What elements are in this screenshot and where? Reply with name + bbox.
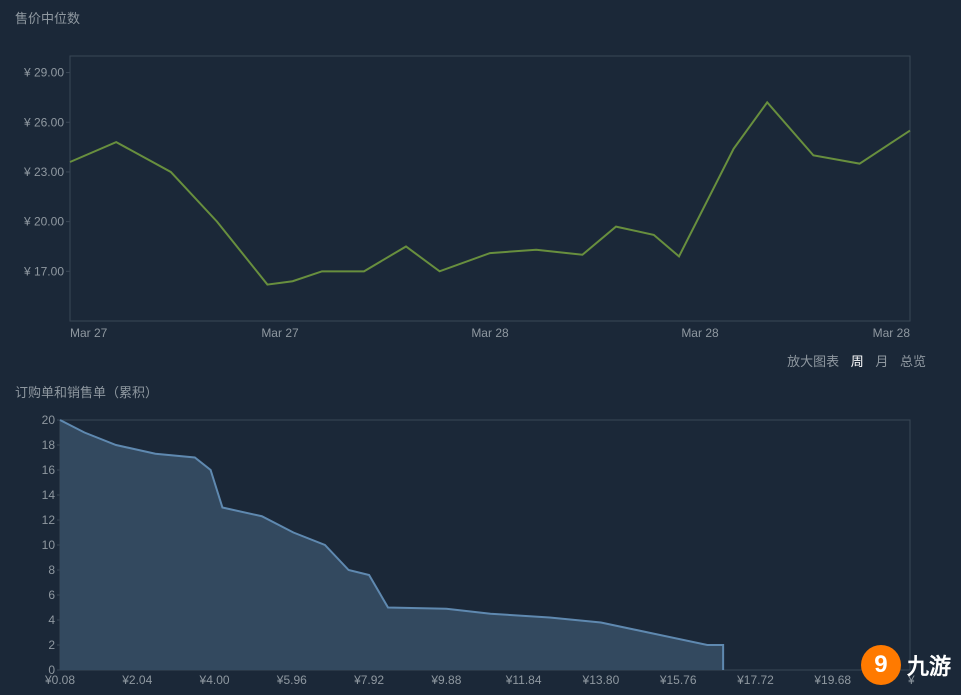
- svg-text:Mar 27: Mar 27: [70, 326, 108, 340]
- orders-chart-section: 订购单和销售单（累积） 02468101214161820¥0.08¥2.04¥…: [0, 370, 961, 690]
- zoom-option-month[interactable]: 月: [875, 354, 888, 369]
- svg-text:Mar 28: Mar 28: [681, 326, 719, 340]
- svg-text:¥ 26.00: ¥ 26.00: [23, 115, 64, 129]
- svg-text:Mar 28: Mar 28: [873, 326, 911, 340]
- chart2-svg: 02468101214161820¥0.08¥2.04¥4.00¥5.96¥7.…: [15, 405, 946, 690]
- zoom-option-week[interactable]: 周: [851, 354, 864, 369]
- svg-text:¥9.88: ¥9.88: [430, 673, 461, 687]
- svg-text:¥5.96: ¥5.96: [276, 673, 307, 687]
- chart2-title: 订购单和销售单（累积）: [15, 382, 946, 401]
- svg-text:¥ 20.00: ¥ 20.00: [23, 215, 64, 229]
- svg-text:2: 2: [48, 638, 55, 652]
- svg-text:6: 6: [48, 588, 55, 602]
- svg-text:¥4.00: ¥4.00: [199, 673, 230, 687]
- zoom-label: 放大图表: [787, 354, 839, 369]
- watermark: 9 九游: [861, 645, 951, 685]
- svg-text:¥19.68: ¥19.68: [813, 673, 851, 687]
- chart1-svg: ¥ 17.00 ¥ 20.00 ¥ 23.00 ¥ 26.00 ¥ 29.00 Mar 2…: [15, 31, 946, 341]
- svg-text:16: 16: [42, 463, 56, 477]
- svg-text:18: 18: [42, 438, 56, 452]
- svg-text:20: 20: [42, 413, 56, 427]
- svg-text:¥17.72: ¥17.72: [736, 673, 774, 687]
- svg-text:¥ 17.00: ¥ 17.00: [23, 264, 64, 278]
- svg-text:10: 10: [42, 538, 56, 552]
- svg-text:Mar 28: Mar 28: [471, 326, 509, 340]
- svg-text:12: 12: [42, 513, 56, 527]
- svg-text:¥11.84: ¥11.84: [505, 673, 542, 687]
- svg-text:¥15.76: ¥15.76: [659, 673, 697, 687]
- zoom-controls: 放大图表 周 月 总览: [0, 341, 961, 370]
- svg-text:4: 4: [48, 613, 55, 627]
- zoom-option-all[interactable]: 总览: [900, 354, 926, 369]
- chart2-container: 02468101214161820¥0.08¥2.04¥4.00¥5.96¥7.…: [15, 405, 946, 690]
- svg-text:¥2.04: ¥2.04: [121, 673, 152, 687]
- svg-text:Mar 27: Mar 27: [261, 326, 299, 340]
- median-price-chart-section: 售价中位数 ¥ 17.00 ¥ 20.00 ¥ 23.00 ¥ 26.00 ¥ 29.0…: [0, 0, 961, 341]
- svg-text:14: 14: [42, 488, 56, 502]
- svg-text:¥7.92: ¥7.92: [353, 673, 384, 687]
- watermark-text: 九游: [907, 649, 951, 681]
- svg-text:¥ 29.00: ¥ 29.00: [23, 66, 64, 80]
- svg-text:8: 8: [48, 563, 55, 577]
- svg-text:¥ 23.00: ¥ 23.00: [23, 165, 64, 179]
- svg-text:¥0.08: ¥0.08: [44, 673, 75, 687]
- chart1-title: 售价中位数: [15, 8, 946, 27]
- chart1-container: ¥ 17.00 ¥ 20.00 ¥ 23.00 ¥ 26.00 ¥ 29.00 Mar 2…: [15, 31, 946, 341]
- svg-text:¥13.80: ¥13.80: [582, 673, 620, 687]
- watermark-icon: 9: [861, 645, 901, 685]
